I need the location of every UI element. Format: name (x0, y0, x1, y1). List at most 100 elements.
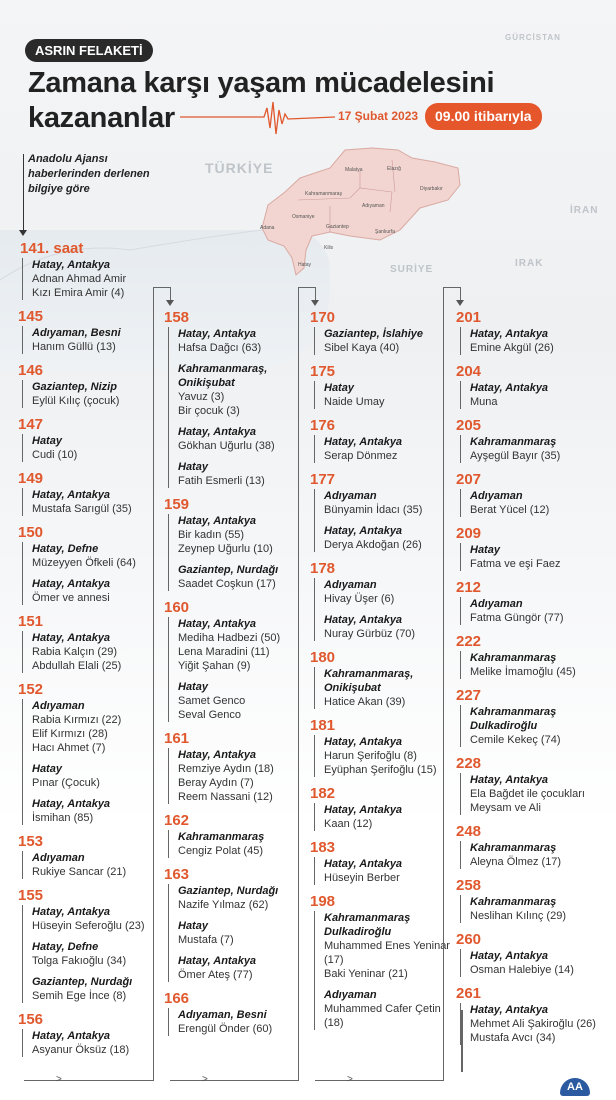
rescue-entry: Hatay, Antakya Serap Dönmez (324, 435, 455, 463)
location-label: Adıyaman, Besni (178, 1009, 267, 1021)
connector-line (315, 287, 316, 301)
hour-label: 205 (456, 417, 482, 434)
rescue-entry: Gaziantep, Nurdağı Nazife Yılmaz (62) (178, 884, 309, 912)
location-label: Gaziantep, İslahiye (324, 328, 424, 340)
time-badge: 09.00 itibarıyla (425, 103, 542, 130)
rescue-entry: Hatay, Antakya İsmihan (85) (32, 797, 163, 825)
hour-group-body: Hatay, Antakya Mustafa Sarıgül (35) (22, 488, 163, 516)
survivor-name: Hüseyin Seferoğlu (23) (32, 920, 145, 932)
timeline-column-4: 201 Hatay, Antakya Emine Akgül (26) 204 Hata… (456, 309, 601, 1053)
survivor-name: Ela Bağdet ile çocukları Meysam ve Ali (470, 788, 585, 814)
rescue-entry: Hatay, Antakya Derya Akdoğan (26) (324, 524, 455, 552)
location-label: Hatay, Antakya (470, 328, 549, 340)
hour-group-body: Hatay, Antakya Muna (460, 381, 601, 409)
hour-label: 177 (310, 471, 336, 488)
rescue-entry: Hatay, Antakya Mediha Hadbezi (50) Lena Ma… (178, 617, 309, 673)
hour-group: 201 Hatay, Antakya Emine Akgül (26) (456, 309, 601, 355)
hour-label: 227 (456, 687, 482, 704)
hour-label: 150 (18, 524, 44, 541)
rescue-entry: Hatay Samet Genco Seval Genco (178, 680, 309, 722)
hour-group-body: Kahramanmaraş Ayşegül Bayır (35) (460, 435, 601, 463)
hour-group-body: Kahramanmaraş, Onikişubat Hatice Akan (39… (314, 667, 455, 709)
hour-group: 212 Adıyaman Fatma Güngör (77) (456, 579, 601, 625)
region-map (0, 147, 461, 281)
hour-group-body: Hatay, Antakya Kaan (12) (314, 803, 455, 831)
location-label: Hatay, Antakya (324, 614, 403, 626)
hour-group-body: Kahramanmaraş Neslihan Kılınç (29) (460, 895, 601, 923)
rescue-entry: Kahramanmaraş Dulkadiroğlu Muhammed Enes … (324, 911, 455, 981)
city-label: Elazığ (387, 166, 401, 172)
hour-group: 228 Hatay, Antakya Ela Bağdet ile çocuklar… (456, 755, 601, 815)
rescue-entry: Hatay, Antakya Hüseyin Seferoğlu (23) (32, 905, 163, 933)
location-label: Hatay, Antakya (178, 618, 257, 630)
map-label-irak: IRAK (515, 258, 544, 269)
location-label: Adıyaman (470, 490, 523, 502)
hour-group-body: Hatay, Antakya Rabia Kalçın (29) Abdullah … (22, 631, 163, 673)
survivor-name: Cudi (10) (32, 449, 78, 461)
location-label: Kahramanmaraş, Onikişubat (178, 363, 268, 389)
location-label: Hatay, Antakya (470, 1004, 549, 1016)
hour-label: 152 (18, 681, 44, 698)
location-label: Hatay, Antakya (32, 906, 111, 918)
survivor-name: Zeynep Uğurlu (10) (178, 543, 273, 555)
hour-group: 178 Adıyaman Hivay Üşer (6) Hatay, Antakya N… (310, 560, 455, 641)
hour-label: 212 (456, 579, 482, 596)
location-label: Hatay, Antakya (32, 259, 111, 271)
timeline-column-3: 170 Gaziantep, İslahiye Sibel Kaya (40) 175… (310, 309, 455, 1038)
hour-group: 209 Hatay Fatma ve eşi Faez (456, 525, 601, 571)
rescue-entry: Hatay, Antakya Nuray Gürbüz (70) (324, 613, 455, 641)
survivor-name: Erengül Önder (60) (178, 1023, 273, 1035)
rescue-entry: Adıyaman, Besni Hanım Güllü (13) (32, 326, 163, 354)
rescue-entry: Adıyaman Berat Yücel (12) (470, 489, 601, 517)
hour-label: 159 (164, 496, 190, 513)
hour-group-body: Kahramanmaraş Dulkadiroğlu Muhammed Enes … (314, 911, 455, 1030)
rescue-entry: Kahramanmaraş Aleyna Ölmez (17) (470, 841, 601, 869)
rescue-entry: Adıyaman Muhammed Cafer Çetin (18) (324, 988, 455, 1030)
survivor-name: Fatma ve eşi Faez (470, 558, 561, 570)
survivor-name: Naide Umay (324, 396, 385, 408)
hour-group: 177 Adıyaman Bünyamin İdacı (35) Hatay, Ant… (310, 471, 455, 552)
rescue-entry: Kahramanmaraş Dulkadiroğlu Cemile Kekeç (… (470, 705, 601, 747)
location-label: Kahramanmaraş (470, 652, 557, 664)
hour-group-body: Hatay, Antakya Emine Akgül (26) (460, 327, 601, 355)
survivor-name: Beray Aydın (7) (178, 777, 254, 789)
page-title: Zamana karşı yaşam mücadelesini kazananl… (28, 66, 495, 136)
location-label: Adıyaman (470, 598, 523, 610)
location-label: Adıyaman (32, 852, 85, 864)
location-label: Adıyaman, Besni (32, 327, 121, 339)
location-label: Hatay, Antakya (470, 774, 549, 786)
rescue-entry: Gaziantep, İslahiye Sibel Kaya (40) (324, 327, 455, 355)
hour-group-body: Hatay Naide Umay (314, 381, 455, 409)
survivor-name: Hacı Ahmet (7) (32, 742, 106, 754)
hour-group-body: Hatay, Antakya Hafsa Dağcı (63) Kahramanma… (168, 327, 309, 488)
hour-group-body: Hatay Cudi (10) (22, 434, 163, 462)
rescue-entry: Hatay, Antakya Hüseyin Berber (324, 857, 455, 885)
hour-label: 170 (310, 309, 336, 326)
hour-label: 145 (18, 308, 44, 325)
hour-group: 156 Hatay, Antakya Asyanur Öksüz (18) (18, 1011, 163, 1057)
rescue-entry: Hatay, Antakya Adnan Ahmad Amir Kızı Emira… (32, 258, 163, 300)
survivor-name: Yavuz (3) (178, 391, 225, 403)
hour-group-body: Adıyaman, Besni Erengül Önder (60) (168, 1008, 309, 1036)
hour-group: 155 Hatay, Antakya Hüseyin Seferoğlu (23) H… (18, 887, 163, 1003)
hour-group-body: Adıyaman Berat Yücel (12) (460, 489, 601, 517)
timeline-tail (461, 1010, 463, 1072)
hour-label: 160 (164, 599, 190, 616)
connector-line (298, 287, 299, 1081)
connector-line (170, 1080, 299, 1081)
hour-group: 175 Hatay Naide Umay (310, 363, 455, 409)
hour-group: 162 Kahramanmaraş Cengiz Polat (45) (164, 812, 309, 858)
hour-label: 258 (456, 877, 482, 894)
hour-label: 163 (164, 866, 190, 883)
survivor-name: Abdullah Elali (25) (32, 660, 122, 672)
hour-label: 178 (310, 560, 336, 577)
rescue-entry: Adıyaman Rukiye Sancar (21) (32, 851, 163, 879)
survivor-name: Hüseyin Berber (324, 872, 400, 884)
source-note-line: Anadolu Ajansı (28, 153, 108, 165)
timeline-column-2: 158 Hatay, Antakya Hafsa Dağcı (63) Kahrama… (164, 309, 309, 1044)
hour-group-body: Kahramanmaraş Melike İmamoğlu (45) (460, 651, 601, 679)
hour-group: 182 Hatay, Antakya Kaan (12) (310, 785, 455, 831)
survivor-name: Ömer ve annesi (32, 592, 110, 604)
arrow-down-icon (311, 300, 319, 310)
